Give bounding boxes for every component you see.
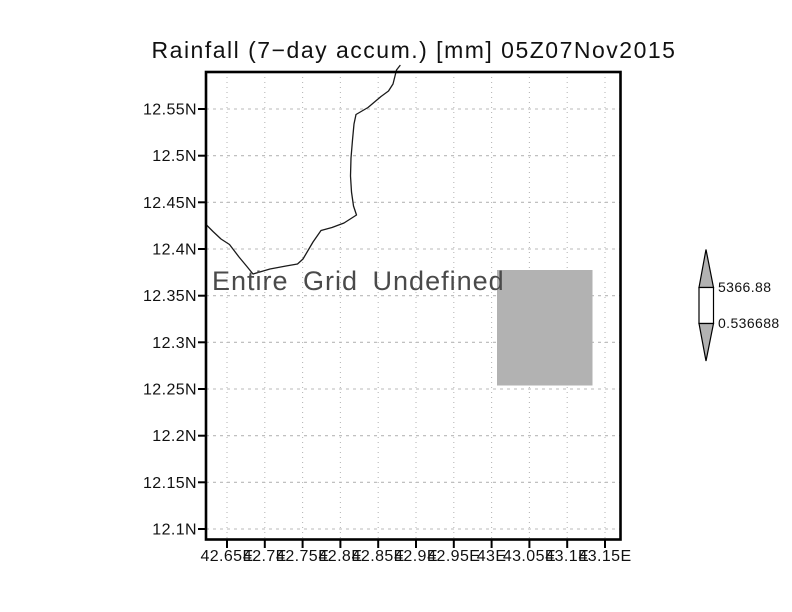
undefined-region-rect: [497, 270, 593, 386]
y-tick-label: 12.3N: [152, 335, 197, 352]
x-tick-label: 42.9E: [394, 548, 438, 565]
x-tick-label: 42.85E: [352, 548, 405, 565]
x-tick-label: 42.7E: [243, 548, 287, 565]
x-tick-label: 42.95E: [427, 548, 480, 565]
x-axis-ticks: [226, 539, 606, 548]
x-tick-label: 42.75E: [276, 548, 329, 565]
colorbar-min-label: 0.536688: [718, 315, 780, 331]
y-tick-label: 12.2N: [152, 428, 197, 445]
y-tick-label: 12.1N: [152, 522, 197, 539]
y-tick-label: 12.45N: [143, 195, 197, 212]
colorbar-upper-triangle: [698, 249, 715, 289]
x-tick-label: 42.8E: [318, 548, 362, 565]
y-tick-label: 12.25N: [143, 382, 197, 399]
x-tick-label: 43.15E: [578, 548, 631, 565]
x-tick-label: 43.05E: [503, 548, 556, 565]
y-axis-labels: 12.55N 12.5N 12.45N 12.4N 12.35N 12.3N 1…: [143, 102, 197, 539]
y-tick-label: 12.35N: [143, 288, 197, 305]
y-tick-label: 12.4N: [152, 242, 197, 259]
coastline-path: [205, 64, 401, 275]
x-tick-label: 42.65E: [200, 548, 253, 565]
colorbar: 5366.88 0.536688: [698, 249, 780, 362]
colorbar-max-label: 5366.88: [718, 279, 771, 295]
colorbar-lower-triangle: [698, 322, 715, 362]
x-tick-label: 43.1E: [545, 548, 589, 565]
y-tick-label: 12.55N: [143, 102, 197, 119]
x-tick-label: 43E: [477, 548, 507, 565]
entire-grid-undefined-text: Entire Grid Undefined: [212, 266, 505, 296]
colorbar-box: [698, 286, 715, 325]
y-tick-label: 12.5N: [152, 148, 197, 165]
y-tick-label: 12.15N: [143, 475, 197, 492]
x-axis-labels: 42.65E 42.7E 42.75E 42.8E 42.85E 42.9E 4…: [200, 548, 631, 565]
y-axis-ticks: [198, 108, 206, 530]
plot-title: Rainfall (7−day accum.) [mm] 05Z07Nov201…: [152, 37, 677, 63]
plot-frame: [204, 70, 622, 541]
